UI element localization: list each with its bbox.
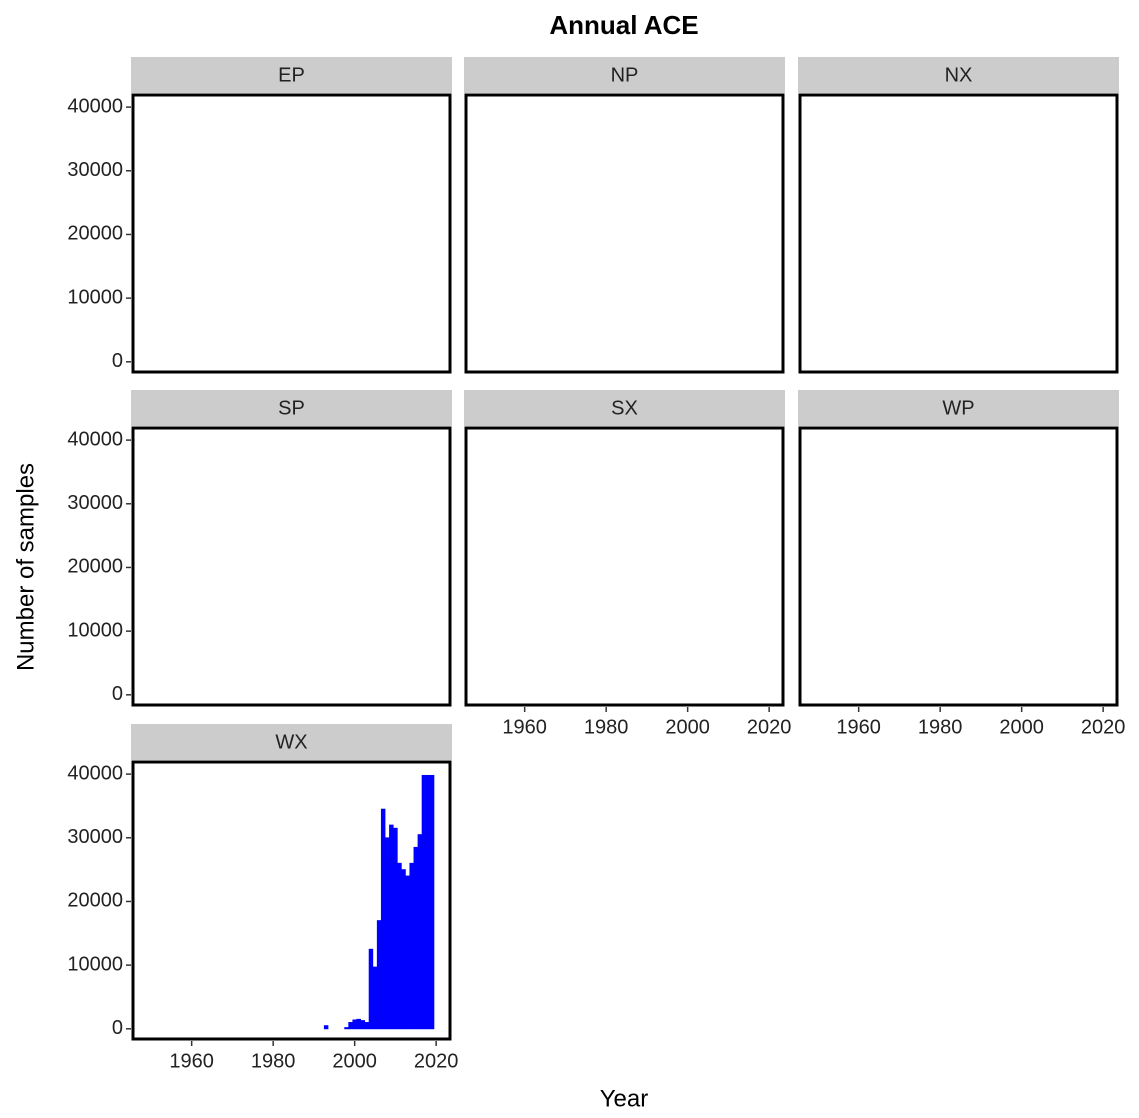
- strip: [131, 390, 452, 426]
- bar: [364, 1022, 370, 1030]
- bar: [376, 920, 382, 1030]
- strip: [798, 390, 1119, 426]
- strip: [131, 57, 452, 93]
- x-tick-label: 2000: [999, 716, 1044, 738]
- bar: [360, 1020, 366, 1030]
- bar: [323, 1025, 329, 1030]
- y-tick-label: 0: [112, 350, 123, 372]
- bar: [385, 837, 390, 1030]
- strip-label: NP: [611, 64, 639, 86]
- y-tick-label: 0: [112, 683, 123, 705]
- y-tick-label: 20000: [67, 890, 123, 912]
- bar: [393, 827, 398, 1030]
- bar: [405, 875, 410, 1030]
- panel-border: [131, 426, 452, 707]
- y-tick-label: 40000: [67, 762, 123, 784]
- y-tick-label: 40000: [67, 95, 123, 117]
- panel-border: [464, 93, 785, 374]
- y-tick-label: 30000: [67, 492, 123, 514]
- y-tick-label: 30000: [67, 826, 123, 848]
- y-tick-label: 30000: [67, 159, 123, 181]
- y-tick-label: 10000: [67, 953, 123, 975]
- bar: [397, 862, 402, 1030]
- strip: [464, 57, 785, 93]
- x-tick-label: 2020: [414, 1050, 459, 1072]
- x-tick-label: 1980: [918, 716, 963, 738]
- strip: [464, 390, 785, 426]
- strip-label: WX: [275, 731, 307, 753]
- x-tick-label: 1980: [251, 1050, 296, 1072]
- x-tick-label: 2020: [1081, 716, 1126, 738]
- panel-border: [131, 760, 452, 1041]
- x-tick-label: 2000: [665, 716, 710, 738]
- y-tick-label: 40000: [67, 428, 123, 450]
- bar: [409, 862, 414, 1030]
- y-tick-label: 20000: [67, 556, 123, 578]
- bar: [401, 869, 406, 1030]
- bar: [368, 948, 374, 1030]
- panel-border: [131, 93, 452, 374]
- x-tick-label: 2020: [747, 716, 792, 738]
- y-tick-label: 20000: [67, 223, 123, 245]
- bar: [344, 1027, 349, 1030]
- x-tick-label: 1960: [836, 716, 881, 738]
- strip: [798, 57, 1119, 93]
- bar: [429, 774, 435, 1030]
- x-axis-label: Year: [600, 1085, 649, 1112]
- x-tick-label: 1960: [169, 1050, 214, 1072]
- bar: [372, 966, 378, 1030]
- x-tick-label: 2000: [332, 1050, 377, 1072]
- panel-border: [798, 426, 1119, 707]
- strip-label: EP: [278, 64, 305, 86]
- y-axis-label: Number of samples: [12, 463, 39, 671]
- bar: [413, 846, 419, 1030]
- strip-label: SP: [278, 397, 305, 419]
- bar: [380, 808, 386, 1030]
- panel-border: [798, 93, 1119, 374]
- bar: [348, 1022, 353, 1030]
- strip-label: SX: [611, 397, 638, 419]
- bar: [425, 774, 431, 1030]
- bar: [417, 834, 423, 1030]
- bar: [389, 824, 394, 1030]
- y-tick-label: 10000: [67, 286, 123, 308]
- strip-label: WP: [942, 397, 974, 419]
- bar: [356, 1018, 361, 1030]
- x-tick-label: 1980: [584, 716, 629, 738]
- x-tick-label: 1960: [502, 716, 547, 738]
- y-tick-label: 0: [112, 1017, 123, 1039]
- strip: [131, 724, 452, 760]
- bar: [421, 774, 427, 1030]
- chart-title: Annual ACE: [549, 10, 698, 40]
- y-tick-label: 10000: [67, 619, 123, 641]
- bar: [352, 1019, 357, 1030]
- panel-border: [464, 426, 785, 707]
- strip-label: NX: [945, 64, 973, 86]
